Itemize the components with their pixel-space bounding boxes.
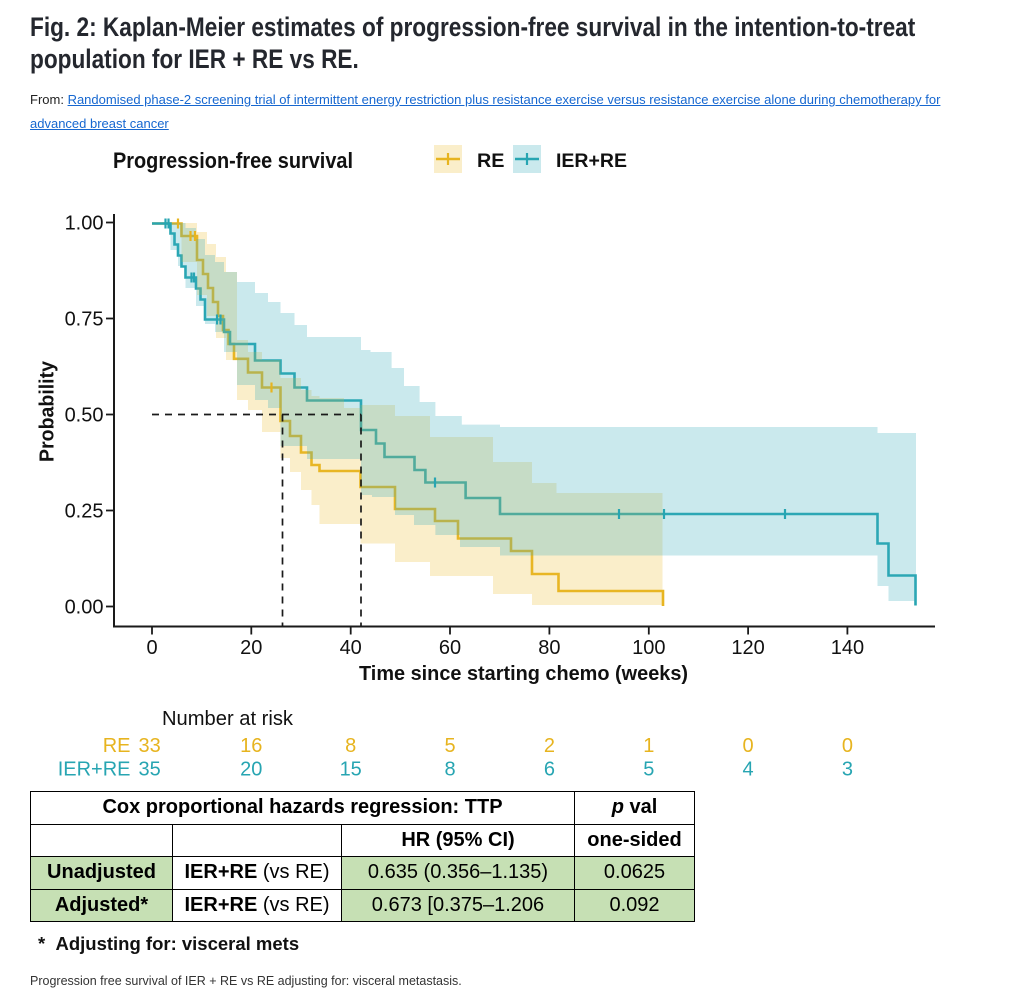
- svg-text:15: 15: [340, 759, 362, 781]
- svg-text:IER+RE: IER+RE: [58, 759, 131, 781]
- svg-text:8: 8: [345, 735, 356, 757]
- svg-text:Time since starting chemo (wee: Time since starting chemo (weeks): [359, 663, 688, 685]
- svg-text:80: 80: [538, 637, 560, 659]
- svg-text:16: 16: [240, 735, 262, 757]
- svg-text:120: 120: [731, 637, 764, 659]
- svg-text:1.00: 1.00: [65, 212, 104, 234]
- svg-text:60: 60: [439, 637, 461, 659]
- svg-text:6: 6: [544, 759, 555, 781]
- svg-text:Number at risk: Number at risk: [162, 708, 294, 730]
- svg-text:3: 3: [842, 759, 853, 781]
- svg-text:35: 35: [138, 759, 160, 781]
- svg-text:RE: RE: [103, 735, 131, 757]
- svg-text:140: 140: [831, 637, 864, 659]
- svg-text:0.25: 0.25: [65, 500, 104, 522]
- svg-text:33: 33: [138, 735, 160, 757]
- svg-text:0: 0: [146, 637, 157, 659]
- svg-text:1: 1: [643, 735, 654, 757]
- svg-text:20: 20: [240, 637, 262, 659]
- svg-text:2: 2: [544, 735, 555, 757]
- svg-text:0.50: 0.50: [65, 404, 104, 426]
- svg-text:0: 0: [743, 735, 754, 757]
- svg-text:Probability: Probability: [37, 360, 59, 462]
- svg-text:Progression-free survival: Progression-free survival: [113, 148, 353, 173]
- svg-text:5: 5: [643, 759, 654, 781]
- svg-text:RE: RE: [477, 151, 505, 172]
- svg-text:0: 0: [842, 735, 853, 757]
- svg-text:0.75: 0.75: [65, 308, 104, 330]
- svg-text:100: 100: [632, 637, 665, 659]
- svg-text:0.00: 0.00: [65, 596, 104, 618]
- svg-text:5: 5: [444, 735, 455, 757]
- svg-text:20: 20: [240, 759, 262, 781]
- svg-text:40: 40: [340, 637, 362, 659]
- svg-text:4: 4: [743, 759, 754, 781]
- svg-text:IER+RE: IER+RE: [556, 151, 627, 172]
- svg-text:8: 8: [444, 759, 455, 781]
